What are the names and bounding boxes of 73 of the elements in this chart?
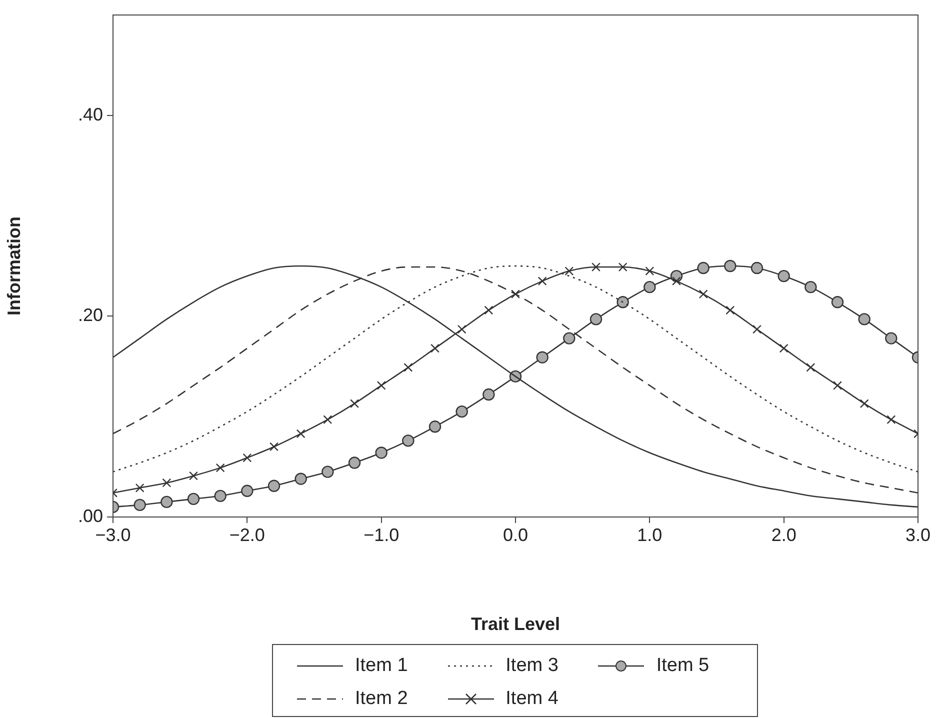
x-tick-label: −1.0 <box>364 524 400 545</box>
point <box>618 262 628 272</box>
point <box>187 492 200 506</box>
x-tick-label: 1.0 <box>637 524 662 545</box>
point <box>160 496 173 508</box>
point <box>375 446 388 459</box>
x-axis-title: Trait Level <box>470 614 560 634</box>
point <box>134 498 146 512</box>
point <box>214 490 226 502</box>
legend-label: Item 2 <box>355 688 408 710</box>
point <box>645 266 654 276</box>
point <box>831 296 844 308</box>
point <box>296 429 306 438</box>
point <box>804 280 817 294</box>
point <box>590 313 602 326</box>
point <box>323 415 332 424</box>
point <box>402 434 414 447</box>
point <box>216 463 225 472</box>
point <box>242 453 252 462</box>
point <box>162 478 172 488</box>
y-tick-label: .20 <box>78 305 103 326</box>
point <box>294 472 307 485</box>
point <box>484 306 494 315</box>
point <box>724 260 736 272</box>
point <box>322 466 334 478</box>
point <box>268 480 280 492</box>
point <box>858 313 870 326</box>
point <box>536 351 548 364</box>
point <box>750 262 764 274</box>
point <box>564 266 574 276</box>
x-tick-label: 0.0 <box>502 524 528 545</box>
point <box>698 290 708 299</box>
x-tick-label: 2.0 <box>771 524 796 545</box>
point <box>376 380 386 390</box>
point <box>592 262 600 272</box>
point <box>430 344 440 353</box>
point <box>752 324 762 334</box>
point <box>885 332 898 344</box>
point <box>241 484 254 497</box>
point <box>616 296 629 308</box>
point <box>135 483 144 492</box>
x-tick-label: 3.0 <box>905 524 931 545</box>
legend-label: Item 1 <box>355 654 408 677</box>
point <box>511 290 520 299</box>
x-tick-label: −3.0 <box>95 524 131 545</box>
legend-label: Item 3 <box>506 654 558 677</box>
point <box>538 276 547 286</box>
point <box>726 306 735 315</box>
point <box>270 442 278 452</box>
point <box>778 270 790 282</box>
legend-label: Item 5 <box>656 654 710 677</box>
point <box>404 362 413 372</box>
point <box>563 332 576 344</box>
point <box>860 399 869 408</box>
point <box>833 380 842 390</box>
point <box>779 344 788 353</box>
y-axis-title: Information <box>4 216 24 316</box>
point <box>348 456 361 469</box>
point <box>189 471 198 480</box>
y-tick-label: .40 <box>78 104 103 124</box>
point <box>644 280 656 294</box>
point <box>697 262 710 274</box>
point <box>886 415 896 424</box>
point <box>806 362 816 372</box>
point <box>457 324 466 334</box>
point <box>350 399 359 408</box>
x-tick-label: −2.0 <box>229 524 265 545</box>
legend-label: Item 4 <box>506 688 558 710</box>
point <box>456 405 468 418</box>
point <box>482 388 495 401</box>
y-tick-label: .00 <box>78 506 103 526</box>
point <box>672 276 681 286</box>
point <box>428 420 442 433</box>
